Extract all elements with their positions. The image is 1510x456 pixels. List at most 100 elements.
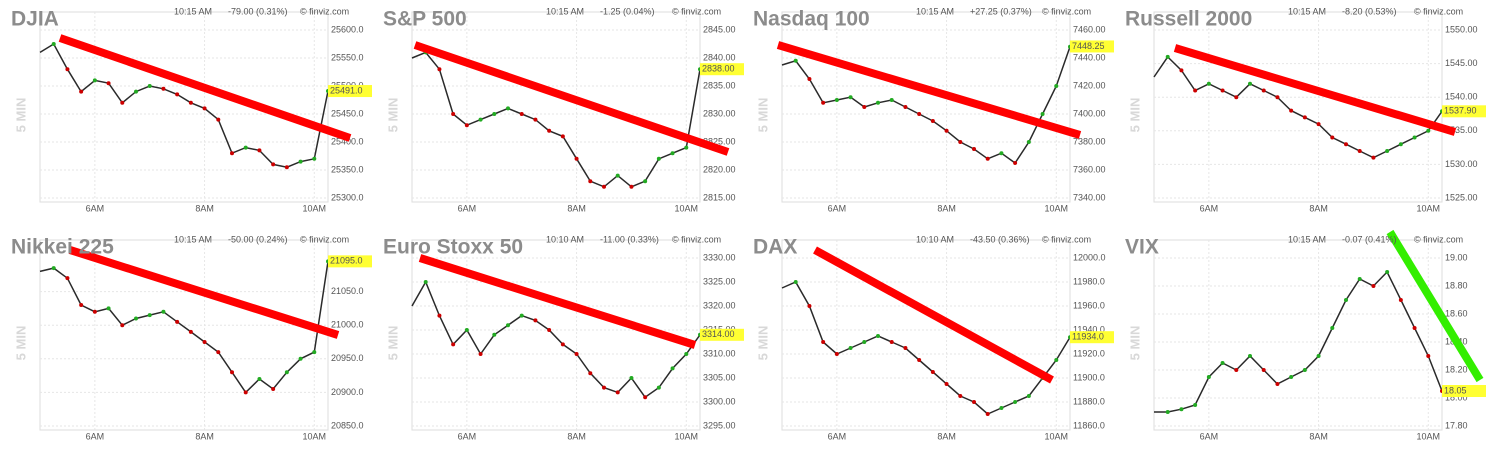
chart-title: Nikkei 225 <box>11 236 114 259</box>
y-tick-label: 7420.00 <box>1073 80 1106 90</box>
price-point <box>876 100 880 105</box>
x-tick-label: 10AM <box>1417 203 1441 213</box>
price-point <box>958 140 963 144</box>
y-tick-label: 21050.0 <box>331 286 364 296</box>
price-point <box>1357 148 1362 153</box>
y-tick-label: 7380.00 <box>1073 136 1106 146</box>
interval-label: 5 MIN <box>385 98 400 133</box>
source-label: © finviz.com <box>1042 6 1091 16</box>
price-point <box>985 412 990 416</box>
price-point <box>848 95 853 100</box>
price-line <box>781 46 1071 165</box>
x-tick-label: 6AM <box>86 431 105 441</box>
y-tick-label: 19.00 <box>1445 252 1468 262</box>
price-point <box>79 303 84 308</box>
price-point <box>793 58 798 63</box>
price-point <box>478 117 483 122</box>
x-tick-label: 8AM <box>195 431 214 441</box>
y-tick-label: 11920.0 <box>1073 348 1105 358</box>
price-line <box>1153 55 1443 159</box>
price-point <box>1412 135 1417 140</box>
price-point <box>643 179 648 184</box>
chart-title: DJIA <box>11 8 59 31</box>
price-point <box>1344 298 1348 302</box>
x-tick-label: 10AM <box>675 431 699 441</box>
interval-label: 5 MIN <box>385 326 400 361</box>
y-tick-label: 7460.00 <box>1073 24 1106 34</box>
price-point <box>533 117 538 122</box>
y-tick-label: 7400.00 <box>1073 108 1106 118</box>
price-point <box>106 81 111 86</box>
x-tick-label: 8AM <box>1309 203 1328 213</box>
price-point <box>793 280 798 284</box>
interval-label: 5 MIN <box>13 98 28 133</box>
time-label: 10:15 AM <box>546 6 584 16</box>
chart-title: VIX <box>1125 236 1159 259</box>
plot-area <box>39 239 329 431</box>
interval-label: 5 MIN <box>1127 98 1142 133</box>
trend-line <box>776 41 1082 139</box>
price-point <box>602 184 606 189</box>
y-tick-label: 25300.0 <box>331 192 364 202</box>
x-tick-label: 8AM <box>195 203 214 213</box>
chart-title: DAX <box>753 236 797 259</box>
change-label: -8.20 (0.53%) <box>1342 6 1397 16</box>
price-point <box>670 366 675 371</box>
price-point <box>134 89 138 94</box>
y-tick-label: 20850.0 <box>331 420 364 430</box>
price-point <box>1193 88 1198 93</box>
price-point <box>120 100 125 105</box>
plot-area <box>39 11 329 203</box>
x-tick-label: 8AM <box>1309 431 1328 441</box>
x-tick-label: 6AM <box>458 431 477 441</box>
last-price-label: 7448.25 <box>1072 41 1105 51</box>
chart-panel: 3295.003300.003305.003310.003315.003320.… <box>383 234 744 441</box>
price-point <box>216 117 221 122</box>
price-point <box>478 352 483 356</box>
last-price-label: 21095.0 <box>330 256 363 266</box>
y-tick-label: 11900.0 <box>1073 372 1105 382</box>
trend-line <box>58 34 352 142</box>
chart-title: Euro Stoxx 50 <box>383 236 523 259</box>
price-point <box>506 323 510 328</box>
source-label: © finviz.com <box>1042 234 1091 244</box>
y-tick-label: 12000.0 <box>1073 252 1106 262</box>
price-point <box>684 352 689 356</box>
y-tick-label: 1530.00 <box>1445 159 1478 169</box>
price-point <box>834 352 839 356</box>
y-tick-label: 2830.00 <box>703 108 736 118</box>
last-price-label: 3314.00 <box>702 329 735 339</box>
y-tick-label: 20950.0 <box>331 353 364 363</box>
price-point <box>230 151 234 156</box>
price-point <box>92 309 97 314</box>
y-tick-label: 25600.0 <box>331 24 364 34</box>
price-point <box>944 382 949 386</box>
price-point <box>257 376 262 381</box>
y-tick-label: 25400.0 <box>331 136 364 146</box>
price-point <box>437 313 442 318</box>
y-tick-label: 3300.00 <box>703 396 736 406</box>
y-tick-label: 2840.00 <box>703 52 736 62</box>
x-tick-label: 10AM <box>303 203 327 213</box>
price-point <box>1371 155 1376 160</box>
plot-area <box>1153 11 1443 203</box>
price-point <box>1026 140 1031 144</box>
price-point <box>464 123 469 128</box>
price-point <box>519 112 524 116</box>
price-point <box>65 276 70 281</box>
price-point <box>560 134 565 139</box>
price-line <box>411 280 701 399</box>
x-tick-label: 10AM <box>303 431 327 441</box>
price-point <box>1165 54 1170 59</box>
y-tick-label: 25450.0 <box>331 108 364 118</box>
price-point <box>1261 88 1266 93</box>
trend-line <box>418 254 697 349</box>
price-point <box>1220 88 1225 93</box>
price-point <box>972 400 976 404</box>
price-point <box>106 306 111 311</box>
price-point <box>243 145 248 150</box>
y-tick-label: 18.60 <box>1445 308 1468 318</box>
y-tick-label: 3320.00 <box>703 300 736 310</box>
price-point <box>574 352 579 356</box>
price-point <box>656 385 661 390</box>
